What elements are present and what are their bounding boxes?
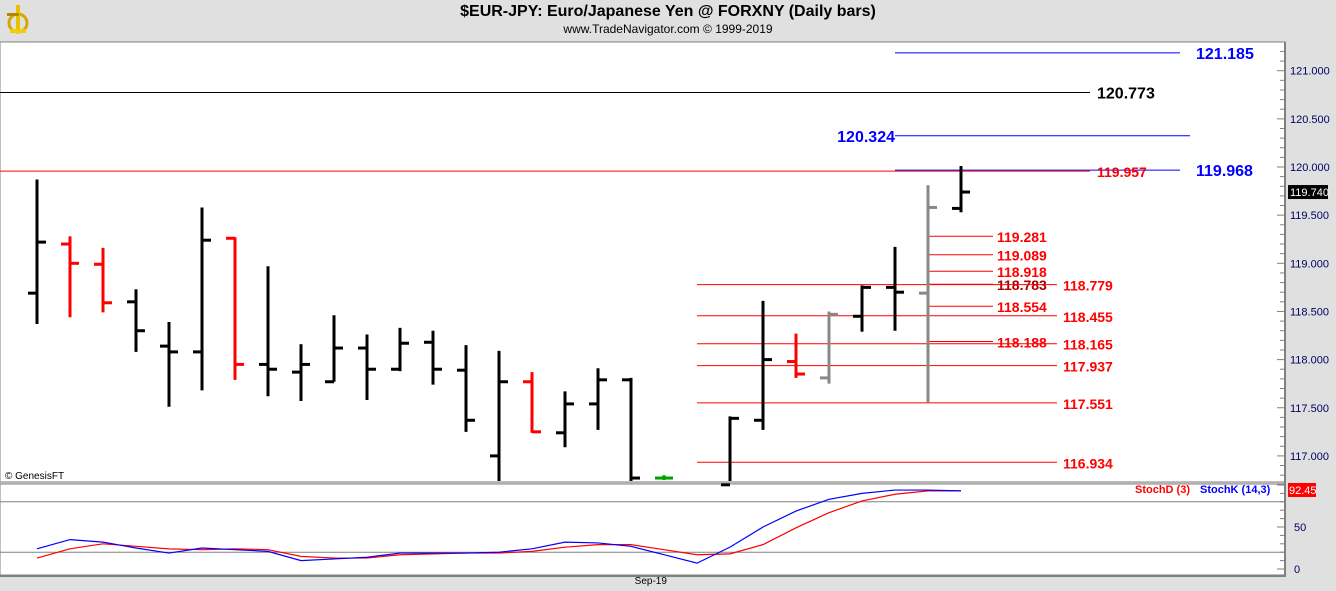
y-tick-label: 121.000 <box>1290 66 1330 78</box>
stochastic-panel <box>0 483 1286 576</box>
level-label: 118.554 <box>997 299 1047 315</box>
level-label: 118.188 <box>997 334 1047 350</box>
ohlc-bar <box>886 246 904 331</box>
last-stoch-box <box>1288 483 1316 497</box>
stoch-tick-label: 50 <box>1294 522 1306 534</box>
level-label: 118.455 <box>1063 309 1113 325</box>
ohlc-bar <box>391 327 409 372</box>
ohlc-bar <box>754 300 772 430</box>
ohlc-bar <box>721 416 739 487</box>
chart-title: $EUR-JPY: Euro/Japanese Yen @ FORXNY (Da… <box>460 3 876 20</box>
ohlc-bar <box>325 315 343 384</box>
ohlc-bar <box>622 377 640 481</box>
ohlc-bar <box>292 344 310 402</box>
copyright-label: © GenesisFT <box>5 471 64 482</box>
ohlc-bar <box>820 311 838 384</box>
x-tick-label: Sep-19 <box>635 576 668 587</box>
y-tick-label: 119.000 <box>1290 258 1329 270</box>
ohlc-bar <box>919 185 937 403</box>
ohlc-bar <box>259 266 277 397</box>
ohlc-bar <box>523 372 541 434</box>
ohlc-bar <box>193 207 211 391</box>
level-label: 119.281 <box>997 229 1047 245</box>
level-label: 120.324 <box>837 129 895 146</box>
ohlc-bar <box>61 236 79 318</box>
ohlc-bar <box>490 350 508 481</box>
ohlc-bar <box>787 333 805 378</box>
ohlc-bar <box>127 289 145 352</box>
y-tick-label: 118.000 <box>1290 355 1329 367</box>
ohlc-bar <box>358 334 376 401</box>
y-tick-label: 117.000 <box>1290 451 1329 463</box>
last-price-box <box>1288 185 1328 200</box>
ohlc-bar <box>589 368 607 430</box>
level-label: 118.779 <box>1063 278 1113 294</box>
level-label: 116.934 <box>1063 455 1113 471</box>
chart-subtitle: www.TradeNavigator.com © 1999-2019 <box>563 22 773 36</box>
y-tick-label: 118.500 <box>1290 306 1329 318</box>
ohlc-bar <box>952 166 970 213</box>
level-label: 118.783 <box>997 277 1047 293</box>
ohlc-bar <box>457 345 475 432</box>
last-stoch-label: 92.45 <box>1289 485 1317 497</box>
sextant-logo-icon <box>7 5 29 34</box>
stochk-line <box>36 489 962 564</box>
y-tick-label: 120.500 <box>1290 114 1330 126</box>
y-tick-label: 119.500 <box>1290 210 1329 222</box>
level-label: 117.937 <box>1063 359 1113 375</box>
ohlc-bar <box>160 322 178 407</box>
y-tick-label: 117.500 <box>1290 403 1329 415</box>
ohlc-bar <box>94 247 112 313</box>
last-price-label: 119.740 <box>1290 187 1329 199</box>
level-label: 118.918 <box>997 264 1047 280</box>
ohlc-bar <box>853 285 871 332</box>
y-tick-label: 120.000 <box>1290 162 1330 174</box>
stoch-tick-label: 0 <box>1294 564 1300 576</box>
ohlc-bar <box>556 391 574 448</box>
level-label: 118.165 <box>1063 337 1113 353</box>
legend-stochd: StochD (3) <box>1135 484 1190 496</box>
chart-header: $EUR-JPY: Euro/Japanese Yen @ FORXNY (Da… <box>0 0 1336 42</box>
ohlc-bar <box>226 236 244 380</box>
level-label: 119.968 <box>1196 163 1253 180</box>
ohlc-bar <box>28 179 46 324</box>
price-panel <box>0 41 1286 483</box>
level-label: 121.185 <box>1196 46 1254 63</box>
level-label: 120.773 <box>1097 86 1155 103</box>
level-label: 119.089 <box>997 248 1047 264</box>
level-label: 119.957 <box>1097 164 1147 180</box>
legend-stochk: StochK (14,3) <box>1200 484 1271 496</box>
ohlc-bar <box>424 330 442 385</box>
level-label: 117.551 <box>1063 396 1113 412</box>
ohlc-bar <box>655 475 673 480</box>
